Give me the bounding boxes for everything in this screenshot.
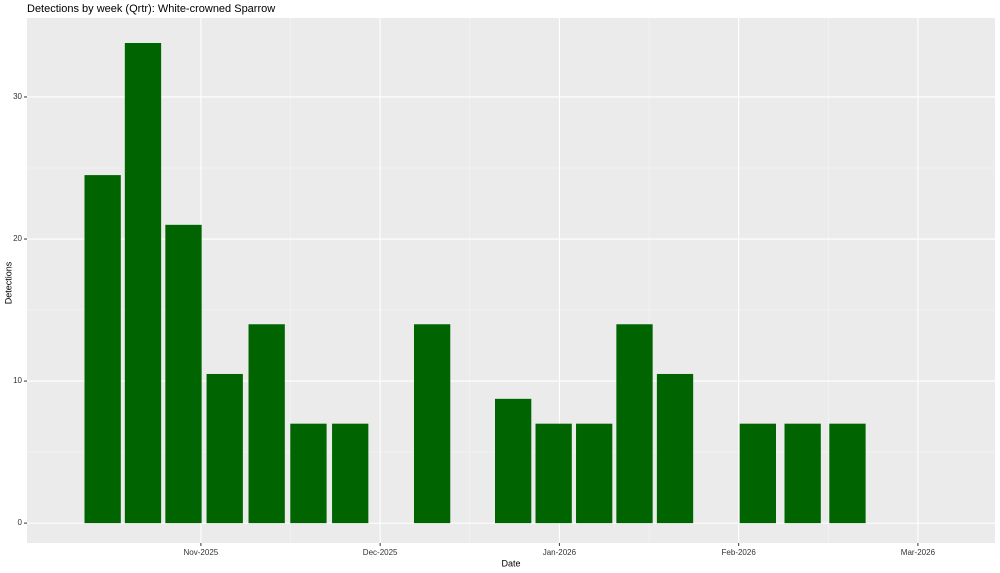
bar bbox=[495, 398, 532, 524]
bar bbox=[332, 423, 369, 524]
bar bbox=[576, 423, 613, 524]
y-tick-label: 30 bbox=[13, 92, 22, 101]
y-tick-label: 10 bbox=[13, 376, 22, 385]
bar bbox=[739, 423, 776, 524]
x-tick-label: Nov-2025 bbox=[184, 548, 219, 557]
bar bbox=[784, 423, 821, 524]
x-axis-title: Date bbox=[501, 558, 520, 568]
x-tick-label: Feb-2026 bbox=[722, 548, 757, 557]
x-tick-label: Mar-2026 bbox=[901, 548, 936, 557]
bar bbox=[124, 43, 162, 524]
bar bbox=[413, 324, 451, 524]
bar bbox=[248, 324, 285, 524]
bar bbox=[165, 224, 202, 524]
x-tick-label: Dec-2025 bbox=[363, 548, 398, 557]
bar bbox=[206, 373, 243, 524]
bar bbox=[290, 423, 327, 524]
bar bbox=[656, 373, 694, 524]
y-tick-label: 0 bbox=[18, 518, 23, 527]
y-axis-title: Detections bbox=[3, 261, 13, 304]
bar bbox=[829, 423, 866, 524]
bar bbox=[616, 324, 653, 524]
chart-title: Detections by week (Qrtr): White-crowned… bbox=[27, 3, 275, 15]
bar bbox=[84, 175, 121, 524]
bar bbox=[535, 423, 572, 524]
x-tick-label: Jan-2026 bbox=[543, 548, 577, 557]
y-tick-label: 20 bbox=[13, 234, 22, 243]
